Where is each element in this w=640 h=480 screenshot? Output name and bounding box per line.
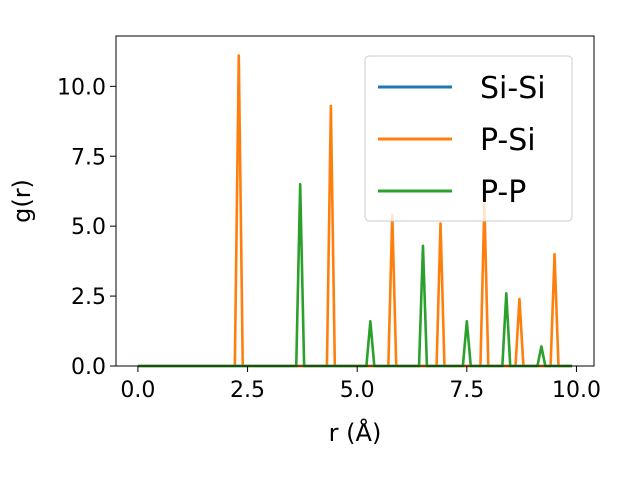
y-tick-label: 5.0	[71, 215, 106, 240]
y-tick-label: 2.5	[71, 285, 106, 310]
y-tick-label: 0.0	[71, 355, 106, 380]
x-tick-label: 2.5	[230, 378, 265, 403]
legend: Si-Si P-Si P-P	[364, 55, 573, 222]
legend-label: Si-Si	[480, 71, 546, 106]
y-tick-label: 10.0	[57, 75, 106, 100]
x-axis-ticks: 0.0 2.5 5.0 7.5 10.0	[120, 366, 601, 403]
y-axis-label: g(r)	[8, 179, 36, 223]
y-tick-label: 7.5	[71, 145, 106, 170]
legend-label: P-P	[480, 175, 526, 210]
plot-frame	[115, 35, 595, 367]
x-tick-label: 10.0	[552, 378, 601, 403]
x-axis-label: r (Å)	[329, 418, 382, 447]
y-axis-ticks: 0.0 2.5 5.0 7.5 10.0	[57, 75, 116, 380]
x-tick-label: 0.0	[120, 378, 155, 403]
x-tick-label: 5.0	[340, 378, 375, 403]
x-tick-label: 7.5	[449, 378, 484, 403]
legend-frame	[364, 55, 573, 222]
legend-label: P-Si	[480, 123, 536, 158]
